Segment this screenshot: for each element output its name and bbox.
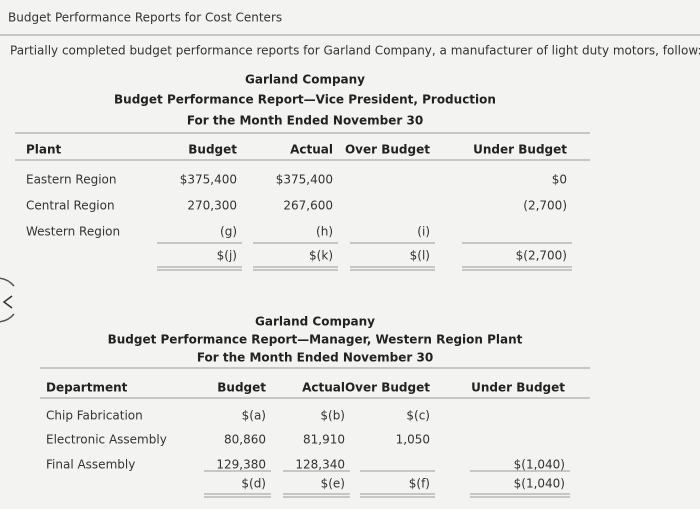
report-title: Budget Performance Report—Vice President… (114, 93, 496, 107)
cell: $(1,040) (514, 477, 565, 491)
back-arrow[interactable] (2, 295, 13, 309)
cell: 1,050 (396, 433, 430, 447)
cell: $(b) (320, 409, 345, 423)
cell: 129,380 (216, 458, 266, 472)
cell: $(e) (321, 477, 345, 491)
cell: (h) (316, 225, 333, 239)
intro: Partially completed budget performance r… (10, 44, 700, 58)
cell: $375,400 (180, 173, 237, 187)
cell: $0 (552, 173, 567, 187)
row-label: Chip Fabrication (46, 409, 143, 423)
cell: $(l) (410, 249, 430, 263)
cell: $(f) (409, 477, 430, 491)
column-header: Department (46, 381, 128, 395)
row-label: Electronic Assembly (46, 433, 167, 447)
cell: 267,600 (283, 199, 333, 213)
column-header: Budget (217, 381, 266, 395)
cell: (i) (417, 225, 430, 239)
column-header: Over Budget (345, 381, 430, 395)
column-header: Budget (188, 143, 237, 157)
column-header: Under Budget (473, 143, 567, 157)
cell: (g) (220, 225, 237, 239)
cell: $(d) (241, 477, 266, 491)
report-title: Budget Performance Report—Manager, Weste… (108, 333, 523, 347)
cell: (2,700) (523, 199, 567, 213)
cell: $(c) (406, 409, 430, 423)
cell: $(2,700) (516, 249, 567, 263)
report-company: Garland Company (255, 315, 375, 329)
cell: 80,860 (224, 433, 266, 447)
cell: 270,300 (187, 199, 237, 213)
column-header: Actual (290, 143, 333, 157)
cell: 81,910 (303, 433, 345, 447)
back-arrow-circle[interactable] (0, 277, 15, 323)
column-header: Under Budget (471, 381, 565, 395)
report-period: For the Month Ended November 30 (197, 351, 433, 365)
row-label: Eastern Region (26, 173, 117, 187)
page-title: Budget Performance Reports for Cost Cent… (8, 11, 282, 25)
cell: $(j) (217, 249, 237, 263)
column-header: Plant (26, 143, 62, 157)
cell: $(1,040) (514, 458, 565, 472)
cell: $(a) (242, 409, 266, 423)
row-label: Central Region (26, 199, 115, 213)
row-label: Final Assembly (46, 458, 135, 472)
report-period: For the Month Ended November 30 (187, 114, 423, 128)
cell: $375,400 (276, 173, 333, 187)
cell: 128,340 (295, 458, 345, 472)
report-company: Garland Company (245, 73, 365, 87)
cell: $(k) (309, 249, 333, 263)
row-label: Western Region (26, 225, 120, 239)
column-header: Over Budget (345, 143, 430, 157)
column-header: Actual (302, 381, 345, 395)
